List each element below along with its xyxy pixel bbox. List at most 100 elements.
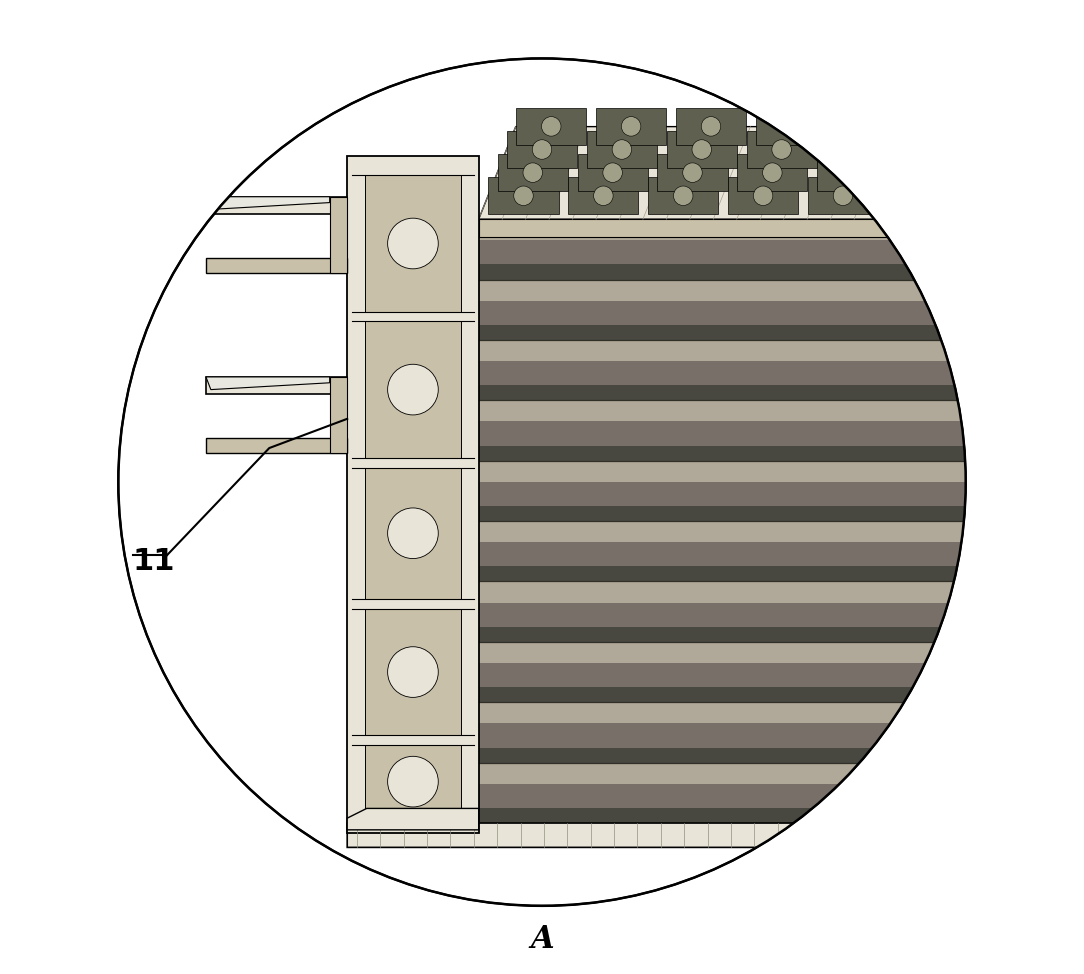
Circle shape <box>692 139 711 159</box>
Polygon shape <box>479 603 995 627</box>
Circle shape <box>852 139 872 159</box>
Circle shape <box>913 186 932 206</box>
Polygon shape <box>206 258 347 273</box>
Polygon shape <box>479 748 995 763</box>
Polygon shape <box>489 177 558 214</box>
Polygon shape <box>568 177 638 214</box>
Circle shape <box>388 508 438 559</box>
Polygon shape <box>479 340 995 361</box>
Polygon shape <box>596 108 667 145</box>
Polygon shape <box>507 131 577 168</box>
Circle shape <box>834 186 853 206</box>
Polygon shape <box>206 438 347 453</box>
Polygon shape <box>826 131 896 168</box>
Polygon shape <box>479 219 995 237</box>
Polygon shape <box>728 177 798 214</box>
Polygon shape <box>479 361 995 386</box>
Polygon shape <box>479 219 995 241</box>
Polygon shape <box>817 154 888 191</box>
Polygon shape <box>479 482 995 506</box>
Polygon shape <box>206 377 330 390</box>
Polygon shape <box>479 506 995 521</box>
Polygon shape <box>479 241 995 264</box>
Circle shape <box>842 163 862 182</box>
Circle shape <box>532 139 552 159</box>
Polygon shape <box>498 154 568 191</box>
Polygon shape <box>479 422 995 446</box>
Circle shape <box>922 163 942 182</box>
Polygon shape <box>479 461 995 482</box>
Circle shape <box>388 756 438 806</box>
Polygon shape <box>916 108 985 145</box>
Circle shape <box>701 117 721 136</box>
Polygon shape <box>479 688 995 702</box>
Circle shape <box>522 163 542 182</box>
Polygon shape <box>479 543 995 566</box>
Circle shape <box>118 58 966 906</box>
Polygon shape <box>479 521 995 543</box>
Polygon shape <box>479 325 995 340</box>
Circle shape <box>542 117 562 136</box>
Circle shape <box>941 117 960 136</box>
Circle shape <box>388 364 438 415</box>
Polygon shape <box>347 156 479 833</box>
Polygon shape <box>667 131 737 168</box>
Polygon shape <box>995 127 1032 237</box>
Text: A: A <box>530 924 554 955</box>
Circle shape <box>388 647 438 697</box>
Polygon shape <box>970 127 1005 847</box>
Polygon shape <box>479 400 995 422</box>
Polygon shape <box>347 823 1019 847</box>
Circle shape <box>603 163 622 182</box>
Polygon shape <box>364 609 461 735</box>
Polygon shape <box>479 566 995 581</box>
Polygon shape <box>516 108 586 145</box>
Circle shape <box>763 163 782 182</box>
Polygon shape <box>888 177 958 214</box>
Circle shape <box>782 117 801 136</box>
Circle shape <box>861 117 880 136</box>
Polygon shape <box>479 581 995 603</box>
Polygon shape <box>479 663 995 688</box>
Polygon shape <box>479 280 995 301</box>
Polygon shape <box>676 108 746 145</box>
Polygon shape <box>330 377 347 453</box>
Polygon shape <box>648 177 719 214</box>
Polygon shape <box>756 108 826 145</box>
Polygon shape <box>347 808 479 830</box>
Circle shape <box>673 186 693 206</box>
Polygon shape <box>479 763 995 784</box>
Circle shape <box>514 186 533 206</box>
Circle shape <box>772 139 791 159</box>
Polygon shape <box>479 627 995 642</box>
Polygon shape <box>737 154 808 191</box>
Polygon shape <box>364 468 461 599</box>
Circle shape <box>683 163 702 182</box>
Circle shape <box>612 139 632 159</box>
Circle shape <box>118 58 966 906</box>
Polygon shape <box>578 154 647 191</box>
Circle shape <box>931 139 951 159</box>
Polygon shape <box>906 131 977 168</box>
Polygon shape <box>364 321 461 458</box>
Polygon shape <box>479 808 995 823</box>
Polygon shape <box>479 784 995 808</box>
Polygon shape <box>479 642 995 663</box>
Polygon shape <box>747 131 816 168</box>
Polygon shape <box>657 154 727 191</box>
Polygon shape <box>479 724 995 748</box>
Circle shape <box>753 186 773 206</box>
Polygon shape <box>479 264 995 280</box>
Polygon shape <box>206 377 347 394</box>
Polygon shape <box>479 702 995 724</box>
Polygon shape <box>206 197 347 214</box>
Circle shape <box>621 117 641 136</box>
Polygon shape <box>479 301 995 325</box>
Polygon shape <box>479 127 1032 219</box>
Polygon shape <box>206 197 330 209</box>
Polygon shape <box>836 108 906 145</box>
Polygon shape <box>898 154 967 191</box>
Text: 11: 11 <box>133 546 176 576</box>
Polygon shape <box>808 177 878 214</box>
Polygon shape <box>479 446 995 461</box>
